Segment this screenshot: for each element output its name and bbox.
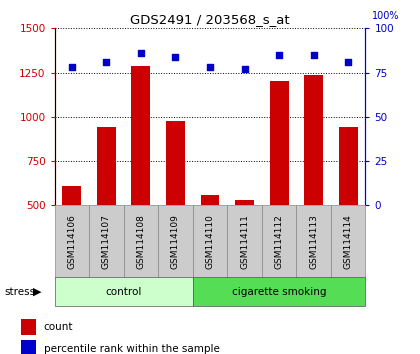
Text: GSM114110: GSM114110 [205,214,215,269]
Point [345,59,352,65]
Bar [21,319,36,335]
Text: GSM114112: GSM114112 [275,214,284,269]
Bar [235,200,254,205]
Bar [227,205,262,278]
Bar [89,205,123,278]
Bar [193,277,365,306]
Text: ▶: ▶ [33,287,41,297]
Title: GDS2491 / 203568_s_at: GDS2491 / 203568_s_at [130,13,290,26]
Bar [55,205,89,278]
Point [207,64,213,70]
Bar [331,205,365,278]
Bar [193,205,227,278]
Bar [55,277,193,306]
Text: stress: stress [4,287,35,297]
Point [310,52,317,58]
Text: control: control [105,287,142,297]
Bar [200,195,220,205]
Point [172,54,179,59]
Point [68,64,75,70]
Bar [339,127,357,205]
Text: 100%: 100% [372,11,399,21]
Bar [123,205,158,278]
Bar [166,121,185,205]
Bar [262,205,297,278]
Bar [21,340,36,354]
Text: GSM114111: GSM114111 [240,214,249,269]
Bar [131,67,150,205]
Text: GSM114113: GSM114113 [309,214,318,269]
Text: GSM114106: GSM114106 [67,214,76,269]
Text: GSM114107: GSM114107 [102,214,111,269]
Bar [97,127,116,205]
Text: GSM114109: GSM114109 [171,214,180,269]
Text: percentile rank within the sample: percentile rank within the sample [44,344,220,354]
Text: GSM114108: GSM114108 [136,214,145,269]
Point [138,50,144,56]
Bar [158,205,193,278]
Text: GSM114114: GSM114114 [344,214,353,269]
Text: count: count [44,322,73,332]
Bar [304,75,323,205]
Point [103,59,110,65]
Bar [270,81,289,205]
Point [241,66,248,72]
Point [276,52,282,58]
Bar [297,205,331,278]
Bar [63,186,81,205]
Text: cigarette smoking: cigarette smoking [232,287,326,297]
